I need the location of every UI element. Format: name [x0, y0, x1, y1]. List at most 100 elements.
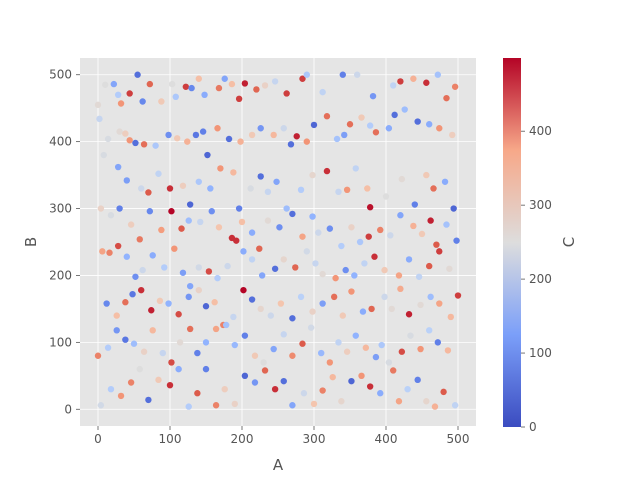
scatter-point — [319, 88, 326, 96]
scatter-point — [230, 169, 237, 176]
scatter-point — [397, 285, 404, 293]
scatter-point — [309, 308, 316, 315]
scatter-point — [139, 266, 146, 274]
scatter-point — [427, 217, 434, 224]
scatter-point — [215, 224, 223, 231]
scatter-point — [238, 218, 246, 226]
scatter-point — [329, 373, 336, 381]
scatter-point — [148, 307, 155, 314]
scatter-point — [149, 252, 156, 259]
scatter-point — [225, 135, 233, 143]
scatter-point — [390, 367, 397, 374]
scatter-point — [451, 402, 459, 409]
scatter-point — [231, 400, 238, 408]
y-tick-label: 200 — [49, 268, 72, 282]
scatter-point — [214, 274, 221, 282]
scatter-point — [415, 273, 423, 280]
scatter-point — [358, 372, 365, 380]
scatter-point — [201, 91, 208, 99]
x-tick-label: 200 — [231, 432, 254, 446]
scatter-point — [338, 398, 345, 405]
colorbar-tick-label: 300 — [529, 198, 552, 212]
scatter-point — [271, 78, 279, 85]
scatter-point — [222, 321, 230, 329]
scatter-point — [136, 365, 143, 373]
scatter-point — [307, 324, 315, 331]
y-tick-label: 300 — [49, 202, 72, 216]
scatter-point — [202, 339, 210, 346]
scatter-point — [113, 327, 120, 334]
scatter-point — [303, 248, 310, 255]
scatter-point — [100, 151, 107, 159]
scatter-point — [283, 90, 290, 97]
scatter-point — [430, 185, 437, 192]
scatter-point — [335, 188, 342, 196]
scatter-point — [149, 327, 156, 334]
scatter-point — [271, 265, 279, 272]
scatter-point — [257, 305, 264, 313]
scatter-point — [171, 245, 178, 252]
scatter-point — [407, 332, 414, 339]
scatter-point — [418, 230, 426, 238]
scatter-point — [352, 165, 359, 172]
scatter-point — [240, 286, 247, 294]
scatter-point — [447, 313, 454, 321]
scatter-point — [299, 75, 306, 82]
scatter-point — [174, 135, 181, 142]
scatter-point — [139, 98, 146, 105]
scatter-point — [267, 312, 274, 319]
scatter-point — [241, 372, 249, 380]
scatter-point — [247, 185, 254, 192]
scatter-point — [110, 80, 118, 88]
y-axis-label: B — [22, 237, 40, 247]
scatter-point — [365, 233, 372, 240]
y-tick-label: 400 — [49, 135, 72, 149]
scatter-point — [323, 167, 331, 175]
scatter-point — [342, 266, 349, 274]
scatter-point — [426, 121, 433, 128]
scatter-point — [280, 377, 287, 385]
scatter-point — [287, 141, 295, 148]
scatter-point — [122, 299, 129, 306]
scatter-point — [114, 163, 122, 171]
scatter-point — [194, 390, 201, 397]
colorbar-tick-label: 100 — [529, 346, 552, 360]
scatter-point — [264, 188, 272, 196]
scatter-point — [155, 376, 162, 384]
scatter-point — [99, 248, 106, 255]
scatter-point — [270, 345, 277, 353]
scatter-point — [348, 224, 355, 231]
scatter-point — [261, 82, 269, 89]
scatter-point — [323, 113, 331, 120]
scatter-point — [339, 71, 346, 78]
scatter-point — [251, 352, 259, 359]
scatter-point — [358, 114, 365, 121]
scatter-point — [273, 178, 280, 185]
scatter-point — [443, 94, 450, 102]
scatter-point — [184, 138, 191, 145]
y-tick-label: 500 — [49, 68, 72, 82]
scatter-point — [168, 359, 175, 366]
scatter-point — [366, 383, 374, 390]
scatter-point — [207, 185, 214, 192]
scatter-point — [310, 400, 318, 408]
scatter-point — [366, 122, 374, 129]
scatter-point — [212, 402, 220, 409]
scatter-point — [104, 344, 112, 351]
scatter-point — [343, 348, 351, 355]
scatter-point — [303, 138, 310, 145]
scatter-point — [129, 290, 136, 298]
scatter-point — [378, 341, 385, 349]
scatter-point — [114, 91, 122, 99]
scatter-point — [397, 212, 404, 219]
scatter-point — [270, 131, 277, 139]
scatter-point — [260, 359, 267, 366]
scatter-point — [309, 213, 316, 220]
scatter-point — [312, 260, 319, 267]
scatter-point — [161, 264, 168, 271]
scatter-point — [297, 186, 305, 194]
scatter-point — [351, 272, 358, 279]
scatter-point — [235, 205, 243, 212]
scatter-point — [186, 325, 194, 333]
